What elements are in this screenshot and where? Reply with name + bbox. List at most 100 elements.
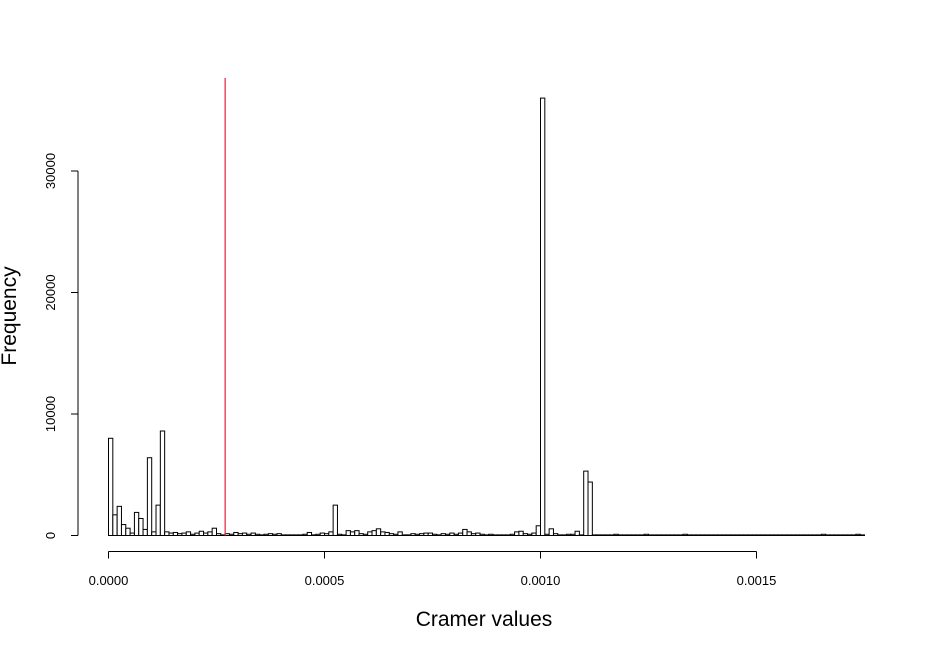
y-tick-label: 30000 bbox=[43, 153, 58, 189]
histogram-bar bbox=[678, 534, 684, 537]
x-tick-label: 0.0000 bbox=[89, 573, 129, 588]
histogram-bar bbox=[393, 533, 399, 537]
histogram-bar bbox=[673, 534, 680, 537]
histogram-bar bbox=[540, 97, 546, 536]
histogram-bar bbox=[764, 534, 770, 537]
y-tick-label: 20000 bbox=[43, 274, 58, 310]
histogram-bar bbox=[816, 534, 822, 537]
histogram-bar bbox=[596, 534, 602, 537]
histogram-bar bbox=[833, 534, 840, 537]
histogram-bar bbox=[812, 534, 818, 537]
histogram-bar bbox=[311, 534, 317, 537]
histogram-bar bbox=[721, 534, 727, 537]
histogram-bar bbox=[760, 534, 766, 537]
histogram-bar bbox=[349, 531, 356, 536]
histogram-bar bbox=[198, 530, 205, 536]
histogram-bar bbox=[475, 532, 481, 537]
histogram-bar bbox=[233, 531, 239, 537]
histogram-bar bbox=[570, 533, 576, 537]
histogram-bar bbox=[332, 504, 338, 537]
histogram-bar bbox=[259, 534, 265, 537]
x-tick-label: 0.0010 bbox=[521, 573, 561, 588]
histogram-bar bbox=[237, 533, 243, 536]
histogram-bar bbox=[704, 534, 710, 537]
histogram-bar bbox=[449, 532, 455, 537]
histogram-bar bbox=[686, 534, 693, 537]
histogram-bar bbox=[220, 534, 226, 537]
histogram-bar bbox=[751, 534, 757, 537]
histogram-bar bbox=[600, 534, 606, 537]
histogram-bar bbox=[470, 533, 477, 536]
histogram-bar bbox=[514, 531, 520, 536]
histogram-bar bbox=[648, 534, 654, 537]
histogram-bar bbox=[181, 532, 187, 537]
histogram-bar bbox=[829, 534, 835, 537]
histogram-bar bbox=[142, 528, 148, 536]
histogram-bar bbox=[406, 534, 412, 537]
histogram-bar bbox=[699, 534, 706, 537]
histogram-bar bbox=[371, 530, 377, 537]
histogram-bar bbox=[630, 534, 637, 537]
histogram-bar bbox=[781, 534, 788, 537]
histogram-bar bbox=[527, 533, 533, 537]
histogram-bar bbox=[401, 534, 408, 537]
histogram-bar bbox=[419, 533, 425, 536]
histogram-bar bbox=[583, 470, 589, 536]
histogram-bar bbox=[250, 532, 256, 537]
y-axis-title: Frequency bbox=[0, 266, 21, 366]
histogram-bar bbox=[129, 532, 135, 537]
histogram-bar bbox=[120, 524, 127, 537]
histogram-bar bbox=[164, 531, 170, 536]
histogram-bar bbox=[509, 533, 516, 537]
histogram-bar bbox=[228, 533, 235, 537]
histogram-bar bbox=[587, 481, 593, 537]
histogram-bar bbox=[743, 534, 749, 537]
histogram-bar bbox=[246, 533, 252, 537]
histogram-bar bbox=[691, 534, 697, 537]
histogram-bar bbox=[302, 533, 308, 537]
histogram-bar bbox=[820, 533, 827, 537]
histogram-bar bbox=[591, 534, 598, 537]
histogram-bar bbox=[846, 534, 853, 537]
histogram-bar bbox=[285, 534, 291, 537]
histogram-bar bbox=[622, 534, 628, 537]
histogram-bar bbox=[280, 534, 287, 537]
histogram-bar bbox=[168, 532, 174, 537]
histogram-bar bbox=[747, 534, 753, 537]
histogram-bar bbox=[531, 532, 537, 537]
histogram-bar bbox=[276, 533, 282, 536]
histogram-bar bbox=[319, 532, 325, 537]
histogram-bar bbox=[609, 534, 615, 537]
histogram-bar bbox=[410, 533, 416, 536]
histogram-bar bbox=[522, 533, 529, 536]
y-axis: 0 10000 20000 30000 bbox=[43, 153, 79, 539]
histogram-bar bbox=[185, 531, 192, 536]
histogram-bar bbox=[552, 533, 559, 536]
histogram-bar bbox=[501, 534, 507, 537]
histogram-bar bbox=[263, 533, 269, 537]
histogram-bar bbox=[660, 534, 667, 537]
histogram-bar bbox=[725, 534, 732, 537]
histogram-bar bbox=[177, 533, 183, 536]
histogram-bar bbox=[298, 534, 304, 537]
histogram-bar bbox=[151, 531, 157, 536]
histogram-bar bbox=[838, 534, 844, 537]
histogram-bar bbox=[803, 534, 809, 537]
histogram-bar bbox=[656, 534, 662, 537]
histogram-bar bbox=[859, 534, 865, 537]
histogram-bar bbox=[665, 534, 671, 537]
histogram-bar bbox=[604, 534, 611, 537]
histogram-bar bbox=[535, 525, 541, 537]
histogram-bar bbox=[635, 534, 641, 537]
histogram-bar bbox=[652, 534, 658, 537]
histogram-bar bbox=[380, 531, 386, 536]
histogram-bar bbox=[855, 533, 861, 537]
histogram-bar bbox=[738, 534, 745, 537]
histogram-bar bbox=[388, 533, 395, 536]
histogram-bar bbox=[483, 534, 490, 537]
histogram-bar bbox=[717, 534, 723, 537]
histogram-bar bbox=[794, 534, 801, 537]
histogram-bar bbox=[669, 534, 675, 537]
histogram-bar bbox=[734, 534, 740, 537]
histogram-bar bbox=[112, 514, 118, 536]
